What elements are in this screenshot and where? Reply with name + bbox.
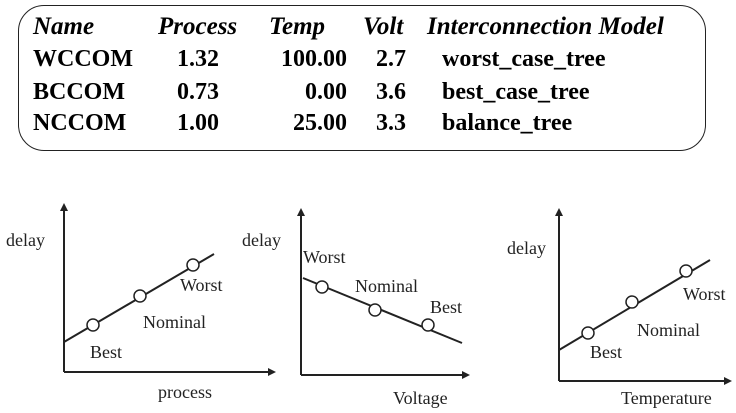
worst-point-marker xyxy=(186,258,200,272)
cell-volt: 2.7 xyxy=(376,46,406,72)
table-row: BCCOM 0.73 0.00 3.6 best_case_tree xyxy=(19,79,705,109)
header-temp: Temp xyxy=(269,13,326,40)
nominal-point-marker xyxy=(133,289,147,303)
x-axis-label: Temperature xyxy=(621,388,712,408)
delay-vs-temperature-plot: delay Temperature Best Nominal Worst xyxy=(507,208,732,408)
header-name: Name xyxy=(33,13,95,40)
cell-name: WCCOM xyxy=(33,46,133,72)
cell-volt: 3.6 xyxy=(376,79,406,105)
x-axis-label: process xyxy=(158,382,212,402)
header-interconnect: Interconnection Model xyxy=(427,13,664,40)
x-axis-label: Voltage xyxy=(393,388,448,408)
best-point-label: Best xyxy=(90,342,122,362)
delay-vs-voltage-plot: delay Voltage Worst Nominal Best xyxy=(242,208,470,408)
header-process: Process xyxy=(158,13,238,40)
cell-temp: 25.00 xyxy=(293,110,347,136)
cell-process: 0.73 xyxy=(177,79,219,105)
y-axis-label: delay xyxy=(242,230,281,250)
header-volt: Volt xyxy=(363,13,404,40)
operating-conditions-table: Name Process Temp Volt Interconnection M… xyxy=(18,5,706,151)
cell-volt: 3.3 xyxy=(376,110,406,136)
worst-point-label: Worst xyxy=(683,284,726,304)
worst-point-label: Worst xyxy=(303,247,346,267)
cell-process: 1.32 xyxy=(177,46,219,72)
cell-temp: 0.00 xyxy=(305,79,347,105)
y-axis-label: delay xyxy=(6,230,45,250)
nominal-point-label: Nominal xyxy=(143,312,206,332)
cell-process: 1.00 xyxy=(177,110,219,136)
best-point-label: Best xyxy=(430,297,462,317)
nominal-point-marker xyxy=(625,295,639,309)
cell-interconnect: balance_tree xyxy=(442,110,573,136)
delay-vs-process-plot: delay process Best Nominal Worst xyxy=(6,203,276,402)
best-point-label: Best xyxy=(590,342,622,362)
worst-point-marker xyxy=(315,280,329,294)
y-axis-label: delay xyxy=(507,238,546,258)
nominal-point-label: Nominal xyxy=(637,320,700,340)
cell-interconnect: worst_case_tree xyxy=(442,46,606,72)
table-row: NCCOM 1.00 25.00 3.3 balance_tree xyxy=(19,110,705,140)
best-point-marker xyxy=(421,318,435,332)
best-point-marker xyxy=(86,318,100,332)
cell-name: NCCOM xyxy=(33,110,127,136)
cell-temp: 100.00 xyxy=(281,46,347,72)
trend-line xyxy=(302,277,463,344)
nominal-point-marker xyxy=(368,303,382,317)
best-point-marker xyxy=(581,326,595,340)
table-row: WCCOM 1.32 100.00 2.7 worst_case_tree xyxy=(19,46,705,76)
nominal-point-label: Nominal xyxy=(355,276,418,296)
cell-interconnect: best_case_tree xyxy=(442,79,590,105)
worst-point-label: Worst xyxy=(180,275,223,295)
table-header-row: Name Process Temp Volt Interconnection M… xyxy=(19,13,705,43)
cell-name: BCCOM xyxy=(33,79,125,105)
worst-point-marker xyxy=(679,264,693,278)
